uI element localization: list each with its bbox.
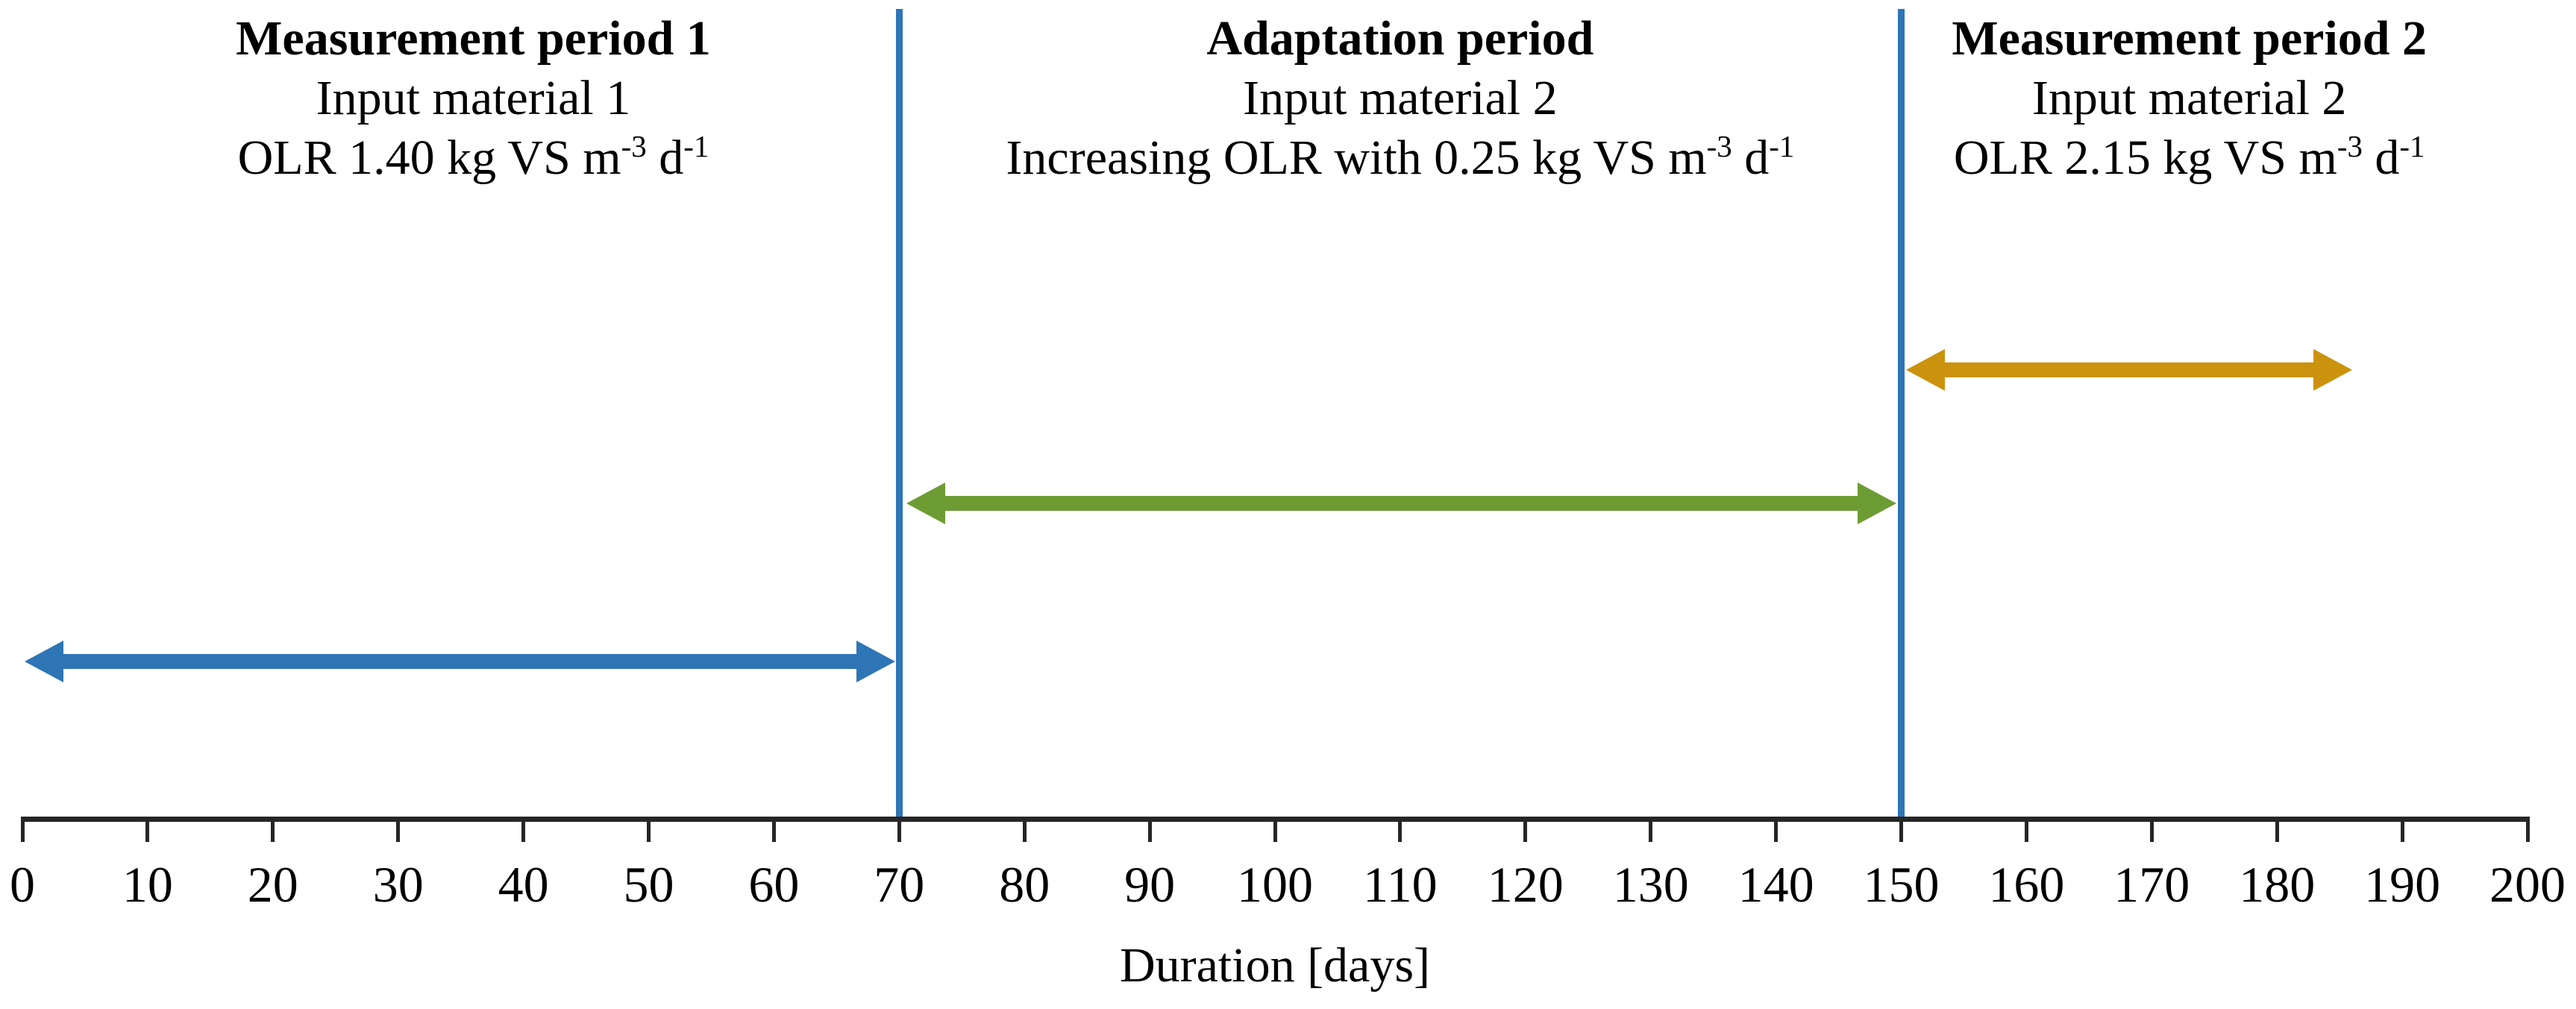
axis-tick — [2275, 817, 2279, 842]
adaptation-period-label-block: Adaptation period Input material 2 Increas… — [692, 9, 2109, 188]
period-olr: OLR 2.15 kg VS m-3 d-1 — [1953, 130, 2425, 185]
axis-tick-label: 200 — [2489, 856, 2566, 913]
axis-tick-label: 190 — [2364, 856, 2441, 913]
axis-tick — [1398, 817, 1403, 842]
arrow-head-right-icon — [856, 641, 896, 682]
axis-tick-label: 0 — [10, 856, 35, 913]
axis-tick — [1273, 817, 1277, 842]
axis-tick-label: 90 — [1124, 856, 1176, 913]
axis-tick — [2525, 817, 2530, 842]
axis-tick — [897, 817, 901, 842]
arrow-head-left-icon — [1906, 349, 1946, 391]
axis-tick — [1147, 817, 1152, 842]
axis-tick — [771, 817, 776, 842]
axis-tick-label: 20 — [247, 856, 298, 913]
arrow-head-left-icon — [25, 641, 64, 682]
axis-tick-label: 180 — [2239, 856, 2316, 913]
axis-tick — [1649, 817, 1653, 842]
axis-tick-label: 160 — [1988, 856, 2065, 913]
axis-tick-label: 40 — [498, 856, 549, 913]
arrow-shaft — [60, 654, 860, 669]
axis-tick — [521, 817, 526, 842]
measurement-period-1-arrow — [25, 641, 896, 682]
axis-tick — [2024, 817, 2028, 842]
period-input-material: Input material 2 — [2031, 71, 2347, 125]
axis-tick-label: 170 — [2113, 856, 2190, 913]
axis-tick-label: 50 — [623, 856, 674, 913]
axis-tick — [271, 817, 275, 842]
axis-tick — [2149, 817, 2154, 842]
arrow-head-right-icon — [2313, 349, 2352, 391]
period-olr: OLR 1.40 kg VS m-3 d-1 — [237, 130, 709, 185]
measurement-period-2-label-block: Measurement period 2 Input material 2 OLR … — [1481, 9, 2576, 188]
adaptation-period-arrow — [906, 483, 1896, 524]
axis-tick-label: 30 — [372, 856, 424, 913]
axis-tick-label: 130 — [1612, 856, 1689, 913]
arrow-head-right-icon — [1857, 483, 1896, 524]
axis-tick-label: 150 — [1863, 856, 1940, 913]
period-divider-line — [1898, 9, 1905, 817]
axis-tick-label: 120 — [1487, 856, 1564, 913]
arrow-shaft — [1942, 362, 2316, 377]
axis-tick — [396, 817, 401, 842]
axis-tick-label: 60 — [748, 856, 800, 913]
measurement-period-1-label-block: Measurement period 1 Input material 1 OLR … — [0, 9, 1182, 188]
axis-tick-label: 70 — [874, 856, 925, 913]
axis-tick-label: 10 — [122, 856, 173, 913]
axis-tick-label: 140 — [1737, 856, 1814, 913]
period-olr: Increasing OLR with 0.25 kg VS m-3 d-1 — [1006, 130, 1795, 185]
period-input-material: Input material 1 — [316, 71, 631, 125]
axis-tick — [1899, 817, 1903, 842]
arrow-shaft — [942, 496, 1861, 511]
axis-tick — [1774, 817, 1779, 842]
axis-tick — [1022, 817, 1027, 842]
period-title: Adaptation period — [1206, 11, 1594, 66]
period-divider-line — [895, 9, 903, 817]
period-title: Measurement period 1 — [236, 11, 711, 66]
x-axis-title: Duration [days] — [1119, 938, 1431, 993]
axis-tick-label: 110 — [1363, 856, 1438, 913]
axis-tick — [145, 817, 150, 842]
axis-tick-label: 80 — [999, 856, 1050, 913]
measurement-period-2-arrow — [1906, 349, 2352, 391]
period-title: Measurement period 2 — [1952, 11, 2427, 66]
period-input-material: Input material 2 — [1243, 71, 1558, 125]
axis-tick — [2400, 817, 2404, 842]
arrow-head-left-icon — [906, 483, 946, 524]
axis-tick — [647, 817, 651, 842]
axis-tick — [20, 817, 25, 842]
axis-tick-label: 100 — [1237, 856, 1313, 913]
axis-tick — [1523, 817, 1528, 842]
